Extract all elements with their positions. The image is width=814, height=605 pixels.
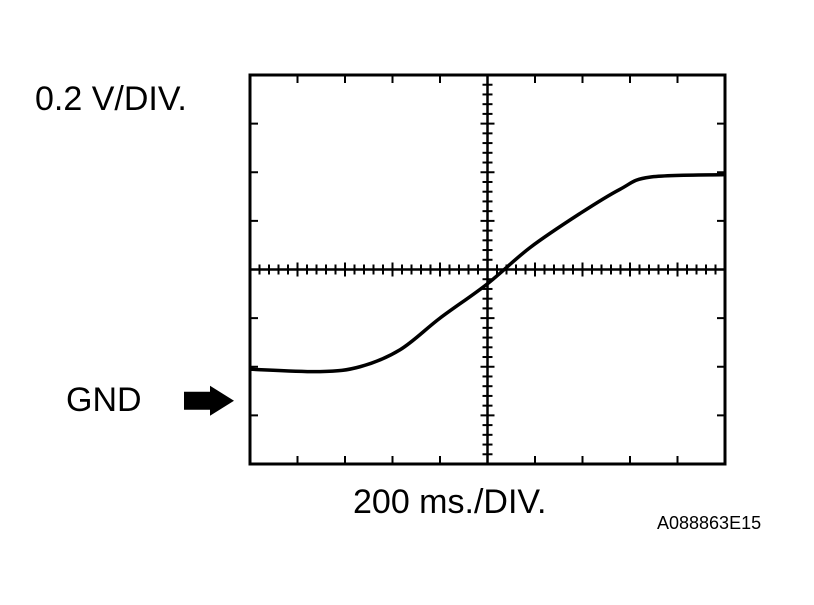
waveform-trace [249, 172, 726, 374]
volts-per-div-label: 0.2 V/DIV. [35, 80, 187, 118]
ground-label: GND [66, 381, 142, 419]
figure-code: A088863E15 [657, 513, 762, 533]
time-per-div-label: 200 ms./DIV. [353, 483, 547, 521]
ground-arrow-icon [184, 385, 234, 416]
